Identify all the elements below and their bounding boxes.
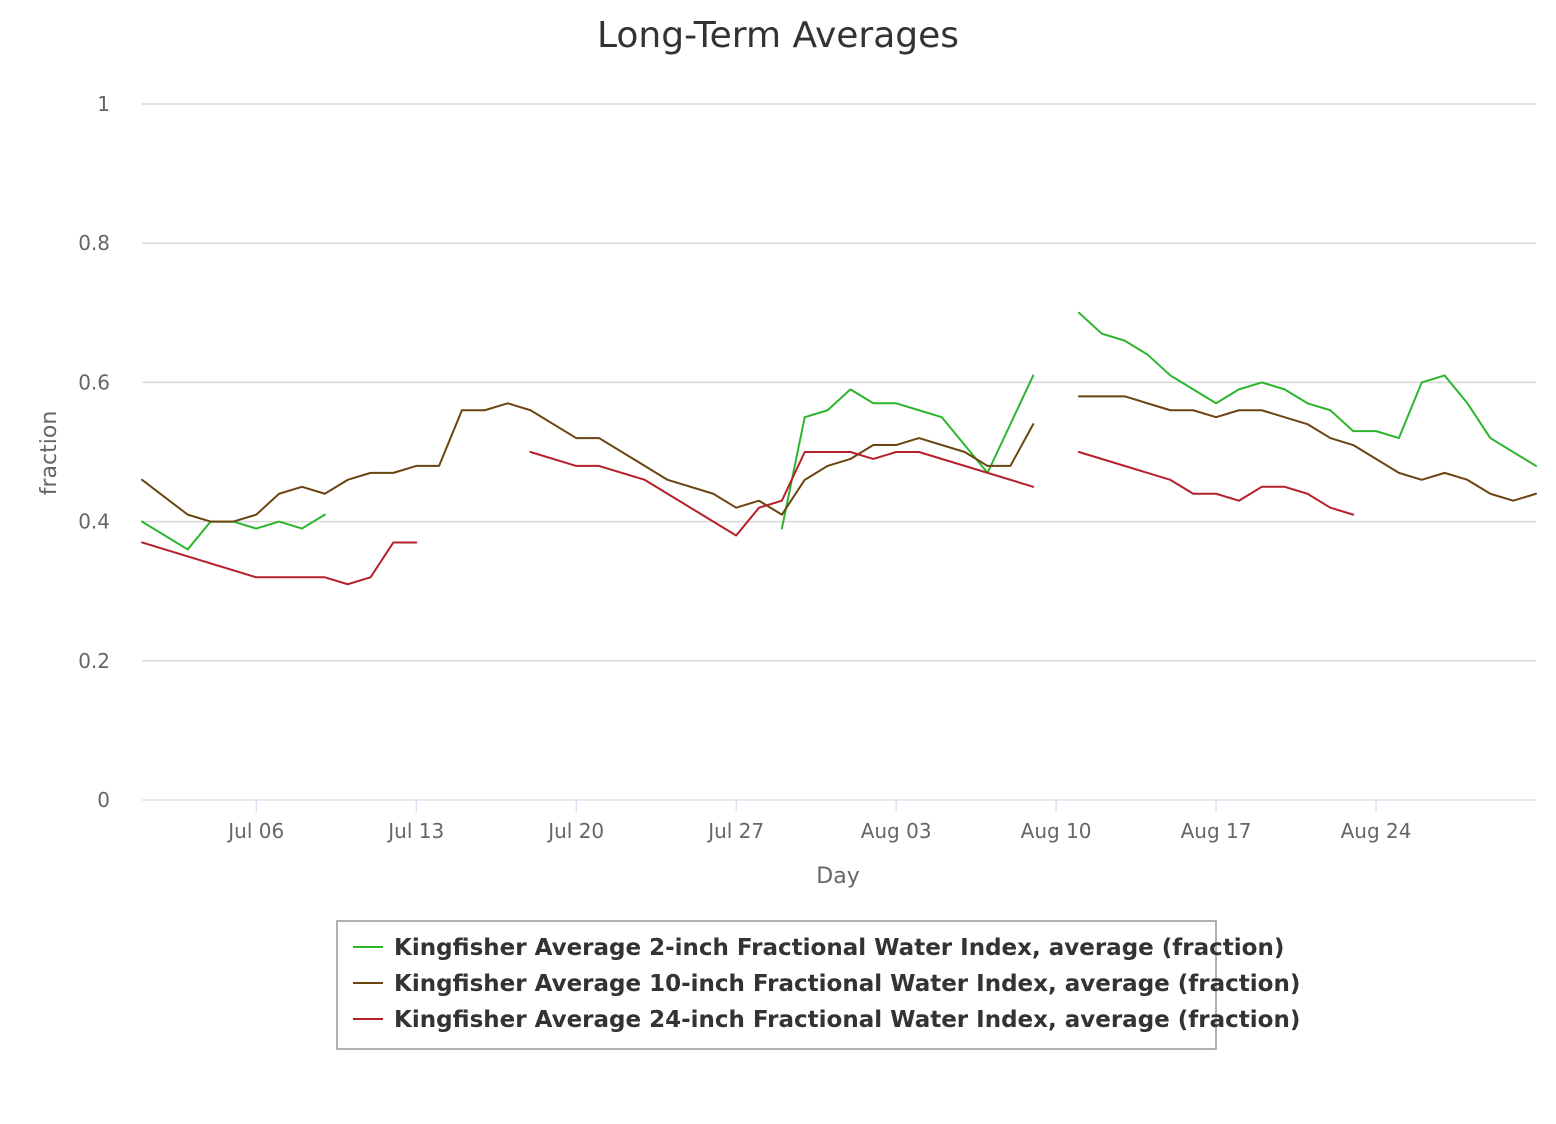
series-line <box>141 395 1537 523</box>
x-tick-label: Jul 06 <box>226 819 284 843</box>
y-axis-title: fraction <box>37 411 62 496</box>
gridlines <box>142 103 1536 662</box>
legend: Kingfisher Average 2-inch Fractional Wat… <box>336 920 1300 1050</box>
chart-title: Long-Term Averages <box>597 15 959 56</box>
x-tick-label: Aug 17 <box>1181 819 1252 843</box>
legend-label: Kingfisher Average 10-inch Fractional Wa… <box>394 971 1300 997</box>
y-tick-label: 0.4 <box>78 510 110 534</box>
legend-item[interactable]: Kingfisher Average 2-inch Fractional Wat… <box>353 935 1284 961</box>
x-tick-label: Jul 20 <box>546 819 604 843</box>
y-tick-label: 0.2 <box>78 649 110 673</box>
x-tick-label: Aug 24 <box>1341 819 1412 843</box>
series-line <box>141 451 1355 586</box>
x-tick-label: Jul 27 <box>706 819 764 843</box>
y-tick-label: 0 <box>97 788 110 812</box>
legend-label: Kingfisher Average 2-inch Fractional Wat… <box>394 935 1284 961</box>
series-3 <box>141 451 1355 586</box>
legend-item[interactable]: Kingfisher Average 10-inch Fractional Wa… <box>353 971 1300 997</box>
x-axis-ticks: Jul 06 Jul 13 Jul 20 Jul 27 Aug 03 Aug 10 Aug … <box>226 800 1411 843</box>
y-tick-label: 1 <box>97 92 110 116</box>
legend-label: Kingfisher Average 24-inch Fractional Wa… <box>394 1007 1300 1033</box>
legend-box <box>336 920 1217 1050</box>
y-tick-label: 0.6 <box>78 370 110 394</box>
legend-item[interactable]: Kingfisher Average 24-inch Fractional Wa… <box>353 1007 1300 1033</box>
series-lines <box>141 311 1537 586</box>
series-2 <box>141 395 1537 523</box>
x-tick-label: Aug 03 <box>861 819 932 843</box>
x-tick-label: Aug 10 <box>1021 819 1092 843</box>
x-tick-label: Jul 13 <box>386 819 444 843</box>
x-axis-title: Day <box>816 864 859 889</box>
y-axis-ticks: 0 0.2 0.4 0.6 0.8 1 <box>78 92 110 812</box>
series-line <box>141 311 1537 551</box>
y-tick-label: 0.8 <box>78 231 110 255</box>
series-1 <box>141 311 1537 551</box>
